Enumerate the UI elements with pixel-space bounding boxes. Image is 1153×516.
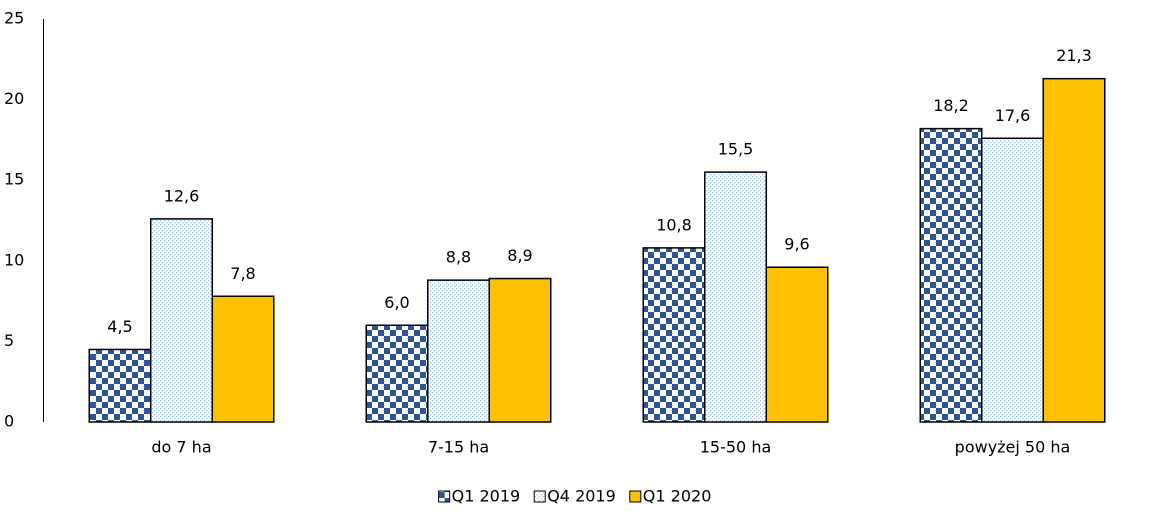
y-tick-label: 5 (4, 331, 14, 350)
y-tick-label: 15 (4, 170, 24, 189)
bar (1042, 77, 1106, 423)
x-tick-label: 15-50 ha (700, 438, 772, 457)
value-label: 8,9 (507, 246, 532, 265)
bar (642, 247, 706, 423)
bar (919, 127, 983, 423)
legend-swatch (533, 490, 546, 503)
value-label: 12,6 (164, 186, 200, 205)
bar (211, 295, 275, 423)
value-label: 15,5 (718, 140, 754, 159)
bar (427, 279, 490, 423)
value-label: 6,0 (384, 293, 409, 312)
legend-label: Q1 2019 (452, 487, 521, 506)
value-label: 17,6 (995, 106, 1031, 125)
legend-swatch (629, 490, 642, 503)
y-tick-label: 25 (4, 9, 24, 28)
x-tick-label: 7-15 ha (428, 438, 489, 457)
legend-label: Q1 2020 (643, 487, 712, 506)
bar (365, 324, 429, 423)
value-label: 18,2 (933, 96, 969, 115)
bar (704, 171, 767, 423)
bar (765, 266, 829, 423)
legend: Q1 2019 Q4 2019 Q1 2020 (438, 487, 712, 506)
legend-swatch (438, 490, 451, 503)
value-label: 8,8 (446, 248, 471, 267)
value-label: 10,8 (656, 215, 692, 234)
x-tick-label: do 7 ha (151, 438, 211, 457)
bar (488, 277, 552, 423)
y-tick-label: 10 (4, 250, 24, 269)
value-label: 4,5 (107, 317, 132, 336)
value-label: 21,3 (1056, 46, 1092, 65)
value-label: 7,8 (230, 264, 255, 283)
y-tick-label: 20 (4, 89, 24, 108)
y-tick-label: 0 (4, 412, 14, 431)
legend-label: Q4 2019 (547, 487, 616, 506)
bar (981, 137, 1044, 423)
bar (150, 218, 213, 423)
bar (88, 348, 152, 423)
value-label: 9,6 (784, 235, 809, 254)
x-tick-label: powyżej 50 ha (955, 438, 1071, 457)
